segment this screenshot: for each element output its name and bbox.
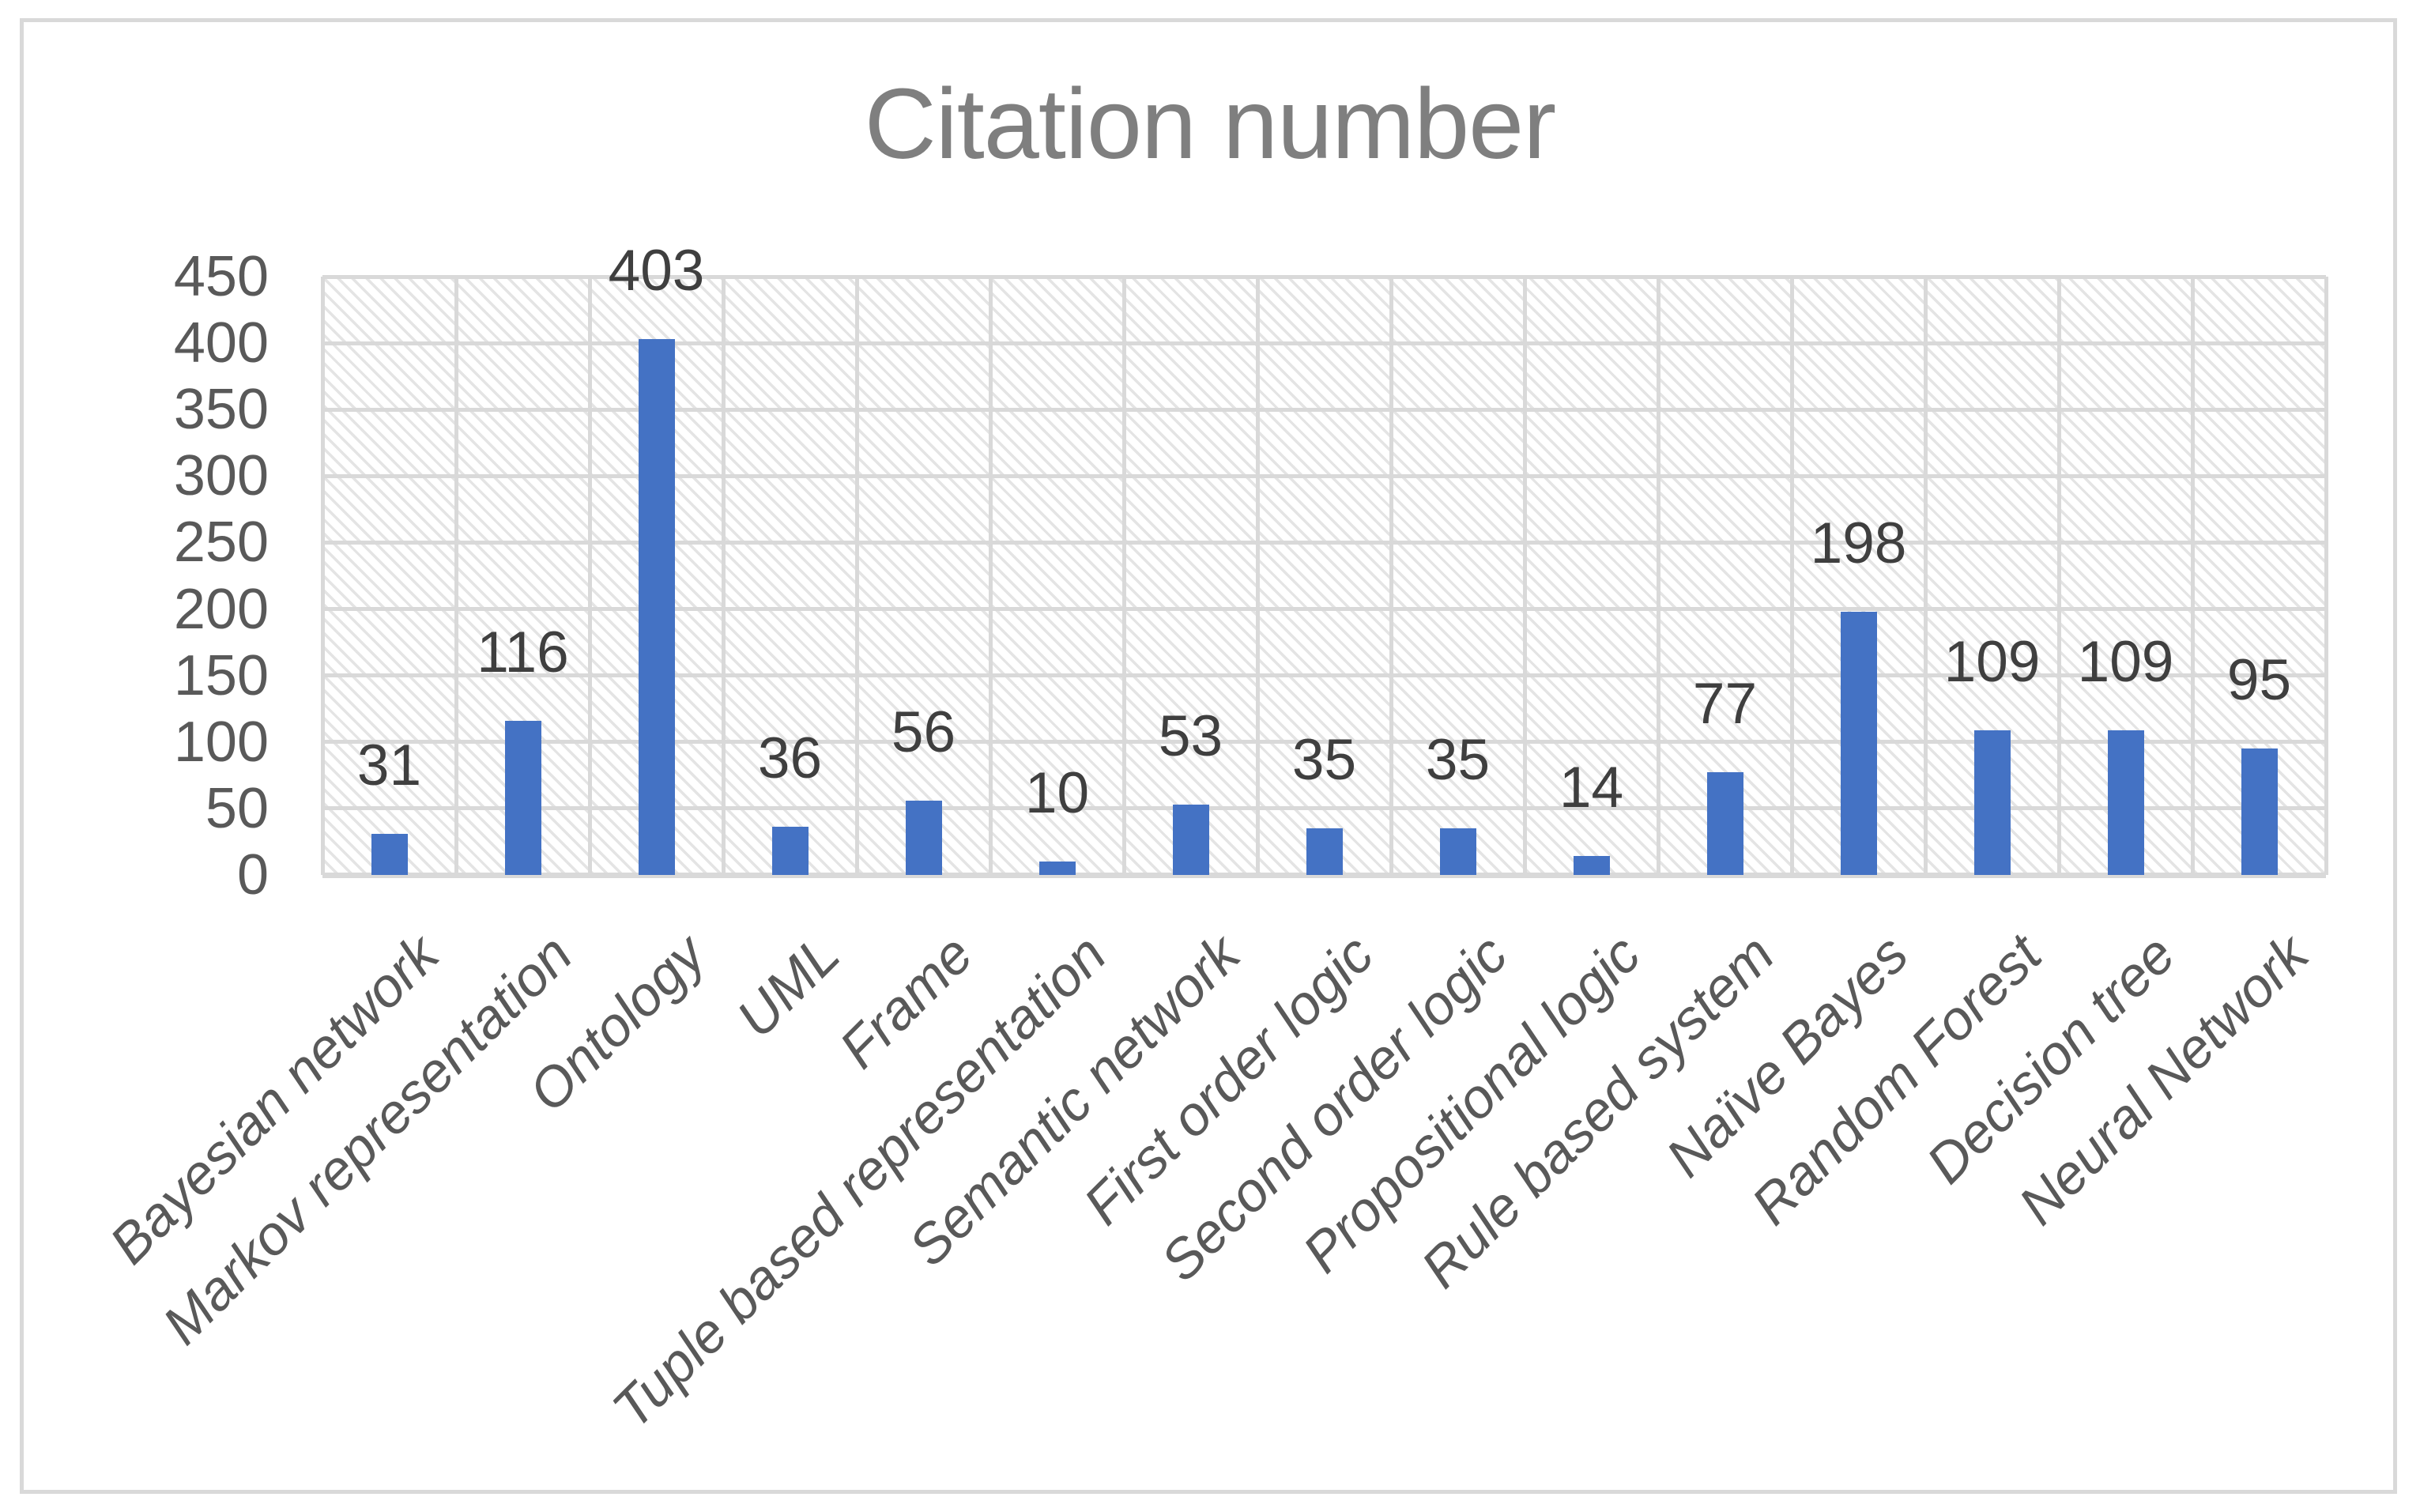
bar: [371, 833, 408, 875]
bar-value-label: 53: [1158, 703, 1223, 768]
bar-value-label: 31: [356, 733, 422, 797]
bar-value-label: 56: [891, 699, 956, 764]
bar: [2241, 748, 2278, 875]
bar-value-label: 77: [1692, 672, 1758, 737]
bar: [2107, 730, 2144, 875]
gridline-vertical: [587, 277, 592, 875]
gridline-horizontal: [322, 473, 2326, 478]
gridline-horizontal: [322, 341, 2326, 345]
gridline-horizontal: [322, 407, 2326, 412]
y-axis-tick-label: 150: [173, 643, 269, 707]
chart-title: Citation number: [864, 68, 1556, 179]
bar: [905, 800, 942, 875]
bar: [1706, 772, 1743, 875]
bar: [1306, 828, 1343, 875]
bar-value-label: 14: [1559, 756, 1624, 820]
gridline-vertical: [454, 277, 458, 875]
bar-value-label: 95: [2226, 648, 2292, 713]
gridline-horizontal: [322, 806, 2326, 811]
x-axis-line: [322, 873, 2326, 878]
gridline-vertical: [2190, 277, 2195, 875]
gridline-vertical: [2056, 277, 2061, 875]
bar: [1573, 856, 1610, 875]
gridline-vertical: [988, 277, 993, 875]
y-axis-tick-label: 200: [173, 577, 269, 641]
y-axis-tick-label: 250: [173, 511, 269, 575]
bar: [1840, 611, 1877, 875]
bar-value-label: 198: [1810, 511, 1907, 575]
x-axis-category-label: UML: [724, 922, 851, 1050]
gridline-horizontal: [322, 673, 2326, 678]
gridline-vertical: [1522, 277, 1527, 875]
y-axis-tick-label: 400: [173, 311, 269, 375]
gridline-vertical: [1789, 277, 1794, 875]
gridline-horizontal: [322, 274, 2326, 279]
bar: [638, 339, 675, 875]
bar: [1439, 828, 1476, 875]
gridline-vertical: [2324, 277, 2328, 875]
bar: [1973, 730, 2011, 875]
gridline-vertical: [1656, 277, 1660, 875]
gridline-vertical: [1255, 277, 1260, 875]
bar: [771, 827, 809, 875]
bar-value-label: 36: [757, 726, 823, 791]
y-axis-tick-label: 300: [173, 444, 269, 508]
y-axis-tick-label: 350: [173, 378, 269, 442]
bar: [1038, 862, 1076, 875]
bar-value-label: 403: [608, 239, 705, 304]
gridline-vertical: [1121, 277, 1126, 875]
bar-value-label: 116: [477, 620, 569, 684]
y-axis-tick-label: 50: [205, 776, 269, 840]
gridline-horizontal: [322, 607, 2326, 612]
gridline-vertical: [854, 277, 859, 875]
bar: [1172, 804, 1209, 875]
y-axis-tick-label: 0: [236, 843, 269, 907]
bar-value-label: 35: [1291, 728, 1357, 793]
gridline-horizontal: [322, 740, 2326, 745]
gridline-vertical: [1389, 277, 1393, 875]
gridline-vertical: [320, 277, 325, 875]
bar: [504, 720, 541, 875]
bar-value-label: 109: [2077, 629, 2174, 694]
bar-value-label: 109: [1943, 629, 2041, 694]
bar-value-label: 35: [1425, 728, 1491, 793]
y-axis-tick-label: 450: [173, 245, 269, 308]
gridline-vertical: [721, 277, 726, 875]
bar-value-label: 10: [1024, 761, 1090, 826]
gridline-vertical: [1923, 277, 1928, 875]
y-axis-tick-label: 100: [173, 710, 269, 774]
gridline-horizontal: [322, 540, 2326, 545]
